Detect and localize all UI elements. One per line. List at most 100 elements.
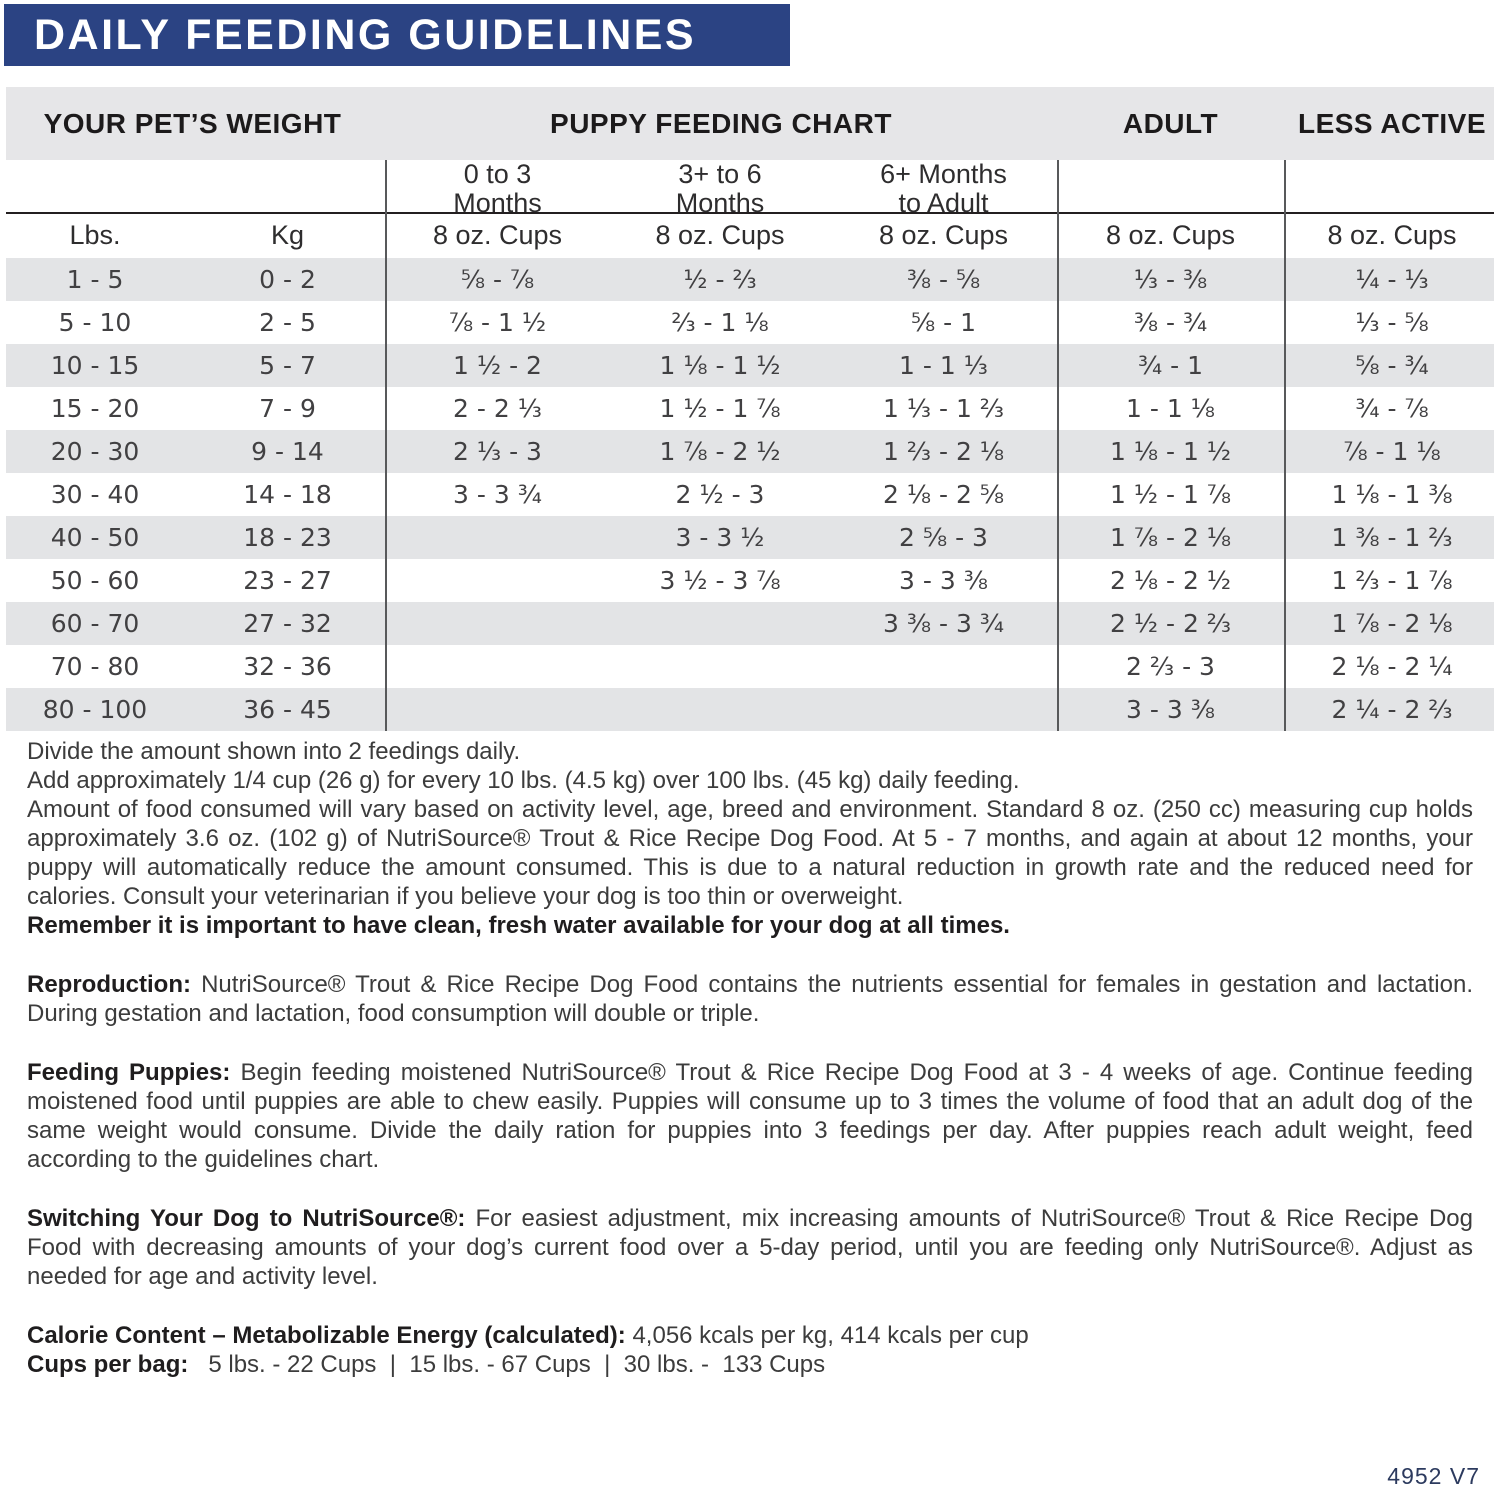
puppy-3-6-cell (610, 688, 830, 731)
puppy-0-3-cell (385, 602, 610, 645)
adult-cell: 2 ¹⁄₂ - 2 ²⁄₃ (1109, 609, 1232, 638)
table-row: 80 - 100 36 - 45 3 - 3 ³⁄₈ 2 ¹⁄₄ - 2 ²⁄₃ (0, 688, 1500, 731)
table-row: 60 - 70 27 - 32 3 ³⁄₈ - 3 ³⁄₄ 2 ¹⁄₂ - 2 … (0, 602, 1500, 645)
col-header-pet-weight: YOUR PET’S WEIGHT (43, 107, 342, 139)
table-row: 40 - 50 18 - 23 3 - 3 ¹⁄₂ 2 ⁵⁄₈ - 3 1 ⁷⁄… (0, 516, 1500, 559)
note-switching: Switching Your Dog to NutriSource®: For … (27, 1204, 1473, 1291)
puppy-6-adult-cell: 1 - 1 ¹⁄₃ (899, 351, 988, 380)
lbs-cell: 20 - 30 (50, 437, 140, 466)
age-blank (1057, 160, 1284, 218)
puppy-6-adult-cell: 1 ²⁄₃ - 2 ¹⁄₈ (882, 437, 1005, 466)
units-cups: 8 oz. Cups (432, 219, 563, 250)
lbs-cell: 30 - 40 (50, 480, 140, 509)
table-row: 10 - 15 5 - 7 1 ¹⁄₂ - 2 1 ¹⁄₈ - 1 ¹⁄₂ 1 … (0, 344, 1500, 387)
kg-cell: 9 - 14 (251, 437, 324, 466)
adult-cell: 1 ¹⁄₂ - 1 ⁷⁄₈ (1109, 480, 1232, 509)
note-calorie-lead: Calorie Content – Metabolizable Energy (… (27, 1322, 626, 1349)
table-row: 70 - 80 32 - 36 2 ²⁄₃ - 3 2 ¹⁄₈ - 2 ¹⁄₄ (0, 645, 1500, 688)
table-divider (1284, 160, 1286, 731)
kg-cell: 14 - 18 (243, 480, 332, 509)
page-title-text: DAILY FEEDING GUIDELINES (34, 10, 697, 59)
puppy-0-3-cell (385, 645, 610, 688)
puppy-0-3-cell: 3 - 3 ³⁄₄ (453, 480, 542, 509)
version-code: 4952 V7 (1387, 1463, 1480, 1489)
note-switching-text: For easiest adjustment, mix increasing a… (27, 1205, 1473, 1290)
puppy-3-6-cell: 1 ⁷⁄₈ - 2 ¹⁄₂ (659, 437, 781, 466)
puppy-6-adult-cell: 2 ¹⁄₈ - 2 ⁵⁄₈ (882, 480, 1005, 509)
note-calorie-text: 4,056 kcals per kg, 414 kcals per cup (632, 1322, 1029, 1349)
less-active-cell: 1 ³⁄₈ - 1 ²⁄₃ (1331, 523, 1453, 552)
puppy-3-6-cell: ²⁄₃ - 1 ¹⁄₈ (671, 308, 769, 337)
less-active-cell: 2 ¹⁄₄ - 2 ²⁄₃ (1331, 695, 1453, 724)
less-active-cell: 1 ¹⁄₈ - 1 ³⁄₈ (1331, 480, 1453, 509)
lbs-cell: 5 - 10 (58, 308, 132, 337)
age-blank (0, 160, 190, 218)
kg-cell: 0 - 2 (259, 265, 316, 294)
less-active-cell: ³⁄₄ - ⁷⁄₈ (1355, 394, 1429, 423)
adult-cell: ¹⁄₃ - ³⁄₈ (1133, 265, 1208, 294)
feeding-notes: Divide the amount shown into 2 feedings … (27, 737, 1473, 1379)
table-row: 50 - 60 23 - 27 3 ¹⁄₂ - 3 ⁷⁄₈ 3 - 3 ³⁄₈ … (0, 559, 1500, 602)
adult-cell: 3 - 3 ³⁄₈ (1126, 695, 1215, 724)
less-active-cell: ⁵⁄₈ - ³⁄₄ (1355, 351, 1429, 380)
col-header-less-active: LESS ACTIVE (1297, 107, 1487, 139)
puppy-3-6-cell: 3 - 3 ¹⁄₂ (675, 523, 765, 552)
puppy-6-adult-cell: ³⁄₈ - ⁵⁄₈ (906, 265, 981, 294)
puppy-6-adult-cell: ⁵⁄₈ - 1 (910, 308, 977, 337)
puppy-0-3-cell (385, 559, 610, 602)
kg-cell: 27 - 32 (243, 609, 332, 638)
note-feeding-puppies-lead: Feeding Puppies: (27, 1059, 231, 1086)
lbs-cell: 70 - 80 (50, 652, 140, 681)
table-units-row: Lbs. Kg 8 oz. Cups 8 oz. Cups 8 oz. Cups… (0, 212, 1500, 258)
table-header-rule (6, 212, 1494, 214)
table-row: 20 - 30 9 - 14 2 ¹⁄₃ - 3 1 ⁷⁄₈ - 2 ¹⁄₂ 1… (0, 430, 1500, 473)
note-reproduction-lead: Reproduction: (27, 971, 191, 998)
kg-cell: 2 - 5 (259, 308, 316, 337)
puppy-3-6-cell (610, 602, 830, 645)
puppy-6-adult-cell (830, 688, 1057, 731)
note-cups-lead: Cups per bag: (27, 1351, 189, 1378)
units-cups: 8 oz. Cups (655, 219, 785, 250)
units-lbs: Lbs. (69, 219, 121, 250)
puppy-0-3-cell: ⁵⁄₈ - ⁷⁄₈ (460, 265, 535, 294)
note-calorie-content: Calorie Content – Metabolizable Energy (… (27, 1321, 1473, 1350)
table-row: 1 - 5 0 - 2 ⁵⁄₈ - ⁷⁄₈ ¹⁄₂ - ²⁄₃ ³⁄₈ - ⁵⁄… (0, 258, 1500, 301)
lbs-cell: 80 - 100 (42, 695, 148, 724)
units-kg: Kg (270, 219, 305, 250)
note-switching-lead: Switching Your Dog to NutriSource®: (27, 1205, 466, 1232)
feeding-table: YOUR PET’S WEIGHT PUPPY FEEDING CHART AD… (0, 87, 1500, 731)
table-group-header-row: YOUR PET’S WEIGHT PUPPY FEEDING CHART AD… (0, 87, 1500, 160)
puppy-3-6-cell: 3 ¹⁄₂ - 3 ⁷⁄₈ (659, 566, 781, 595)
table-row: 30 - 40 14 - 18 3 - 3 ³⁄₄ 2 ¹⁄₂ - 3 2 ¹⁄… (0, 473, 1500, 516)
table-row: 5 - 10 2 - 5 ⁷⁄₈ - 1 ¹⁄₂ ²⁄₃ - 1 ¹⁄₈ ⁵⁄₈… (0, 301, 1500, 344)
puppy-6-adult-cell: 3 - 3 ³⁄₈ (899, 566, 988, 595)
page-title: DAILY FEEDING GUIDELINES (4, 4, 790, 66)
lbs-cell: 40 - 50 (50, 523, 140, 552)
lbs-cell: 15 - 20 (50, 394, 140, 423)
kg-cell: 7 - 9 (259, 394, 316, 423)
adult-cell: 1 ¹⁄₈ - 1 ¹⁄₂ (1109, 437, 1232, 466)
note-fresh-water: Remember it is important to have clean, … (27, 912, 1010, 939)
table-age-row: 0 to 3 Months 3+ to 6 Months 6+ Months t… (0, 159, 1500, 217)
puppy-0-3-cell: 1 ¹⁄₂ - 2 (453, 351, 542, 380)
table-row: 15 - 20 7 - 9 2 - 2 ¹⁄₃ 1 ¹⁄₂ - 1 ⁷⁄₈ 1 … (0, 387, 1500, 430)
kg-cell: 36 - 45 (243, 695, 332, 724)
adult-cell: 2 ¹⁄₈ - 2 ¹⁄₂ (1109, 566, 1232, 595)
note-reproduction: Reproduction: NutriSource® Trout & Rice … (27, 970, 1473, 1028)
lbs-cell: 60 - 70 (50, 609, 140, 638)
less-active-cell: 1 ⁷⁄₈ - 2 ¹⁄₈ (1331, 609, 1453, 638)
puppy-6-adult-cell: 3 ³⁄₈ - 3 ³⁄₄ (882, 609, 1005, 638)
units-cups: 8 oz. Cups (1105, 219, 1236, 250)
table-divider (1057, 160, 1059, 731)
note-add-quarter-cup: Add approximately 1/4 cup (26 g) for eve… (27, 767, 1020, 794)
less-active-cell: ¹⁄₄ - ¹⁄₃ (1355, 265, 1429, 294)
puppy-3-6-cell (610, 645, 830, 688)
puppy-0-3-cell: 2 - 2 ¹⁄₃ (453, 394, 542, 423)
units-cups: 8 oz. Cups (1327, 219, 1457, 250)
note-feeding-puppies-text: Begin feeding moistened NutriSource® Tro… (27, 1059, 1474, 1173)
note-cups-text: 5 lbs. - 22 Cups | 15 lbs. - 67 Cups | 3… (195, 1351, 826, 1378)
puppy-6-adult-cell: 2 ⁵⁄₈ - 3 (899, 523, 988, 552)
kg-cell: 5 - 7 (259, 351, 316, 380)
puppy-0-3-cell: 2 ¹⁄₃ - 3 (453, 437, 542, 466)
age-3-6-months: 3+ to 6 Months (675, 159, 765, 219)
